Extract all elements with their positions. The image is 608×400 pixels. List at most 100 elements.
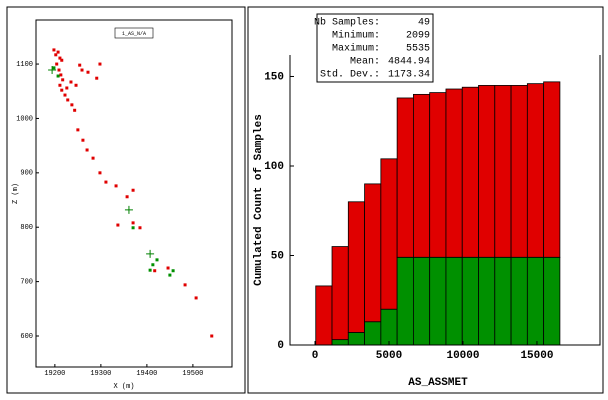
point [114, 184, 118, 188]
y-tick-label: 0 [277, 340, 284, 352]
y-axis-label: Cumulated Count of Samples [253, 114, 265, 286]
y-tick-label: 1100 [16, 61, 33, 69]
histogram-bar [315, 285, 333, 346]
point [98, 171, 102, 175]
point [78, 63, 82, 67]
histogram-bar [510, 85, 528, 258]
histogram-bar [445, 256, 463, 346]
point [81, 138, 85, 142]
histogram-bar [413, 256, 431, 346]
point [56, 74, 60, 78]
histogram-bar [347, 201, 365, 333]
histogram-bar [331, 246, 349, 341]
point [61, 78, 65, 82]
y-tick-label: 50 [271, 250, 284, 262]
stats-label: Std. Dev.: [320, 69, 380, 81]
y-tick-label: 600 [20, 333, 33, 341]
point [52, 66, 56, 70]
histogram-bar [347, 332, 365, 346]
point [73, 108, 77, 112]
stats-label: Maximum: [332, 43, 380, 55]
x-tick-label: 0 [312, 350, 319, 362]
stats-label: Minimum: [332, 30, 380, 42]
x-tick-label: 5000 [376, 350, 402, 362]
point [55, 62, 59, 66]
point [58, 56, 62, 60]
histogram-bar [543, 81, 561, 258]
point [148, 268, 152, 272]
histogram-bar [364, 321, 382, 346]
point [104, 180, 108, 184]
point [210, 334, 214, 338]
left-panel [6, 6, 246, 394]
histogram-bar [478, 256, 496, 346]
x-tick-label: 10000 [446, 350, 479, 362]
x-tick-label: 19400 [136, 370, 157, 378]
x-tick-label: 19200 [44, 370, 65, 378]
histogram-bar [543, 256, 561, 346]
y-axis-label: Z (m) [12, 183, 20, 204]
y-tick-label: 700 [20, 278, 33, 286]
stats-label: Mean: [350, 57, 380, 68]
x-tick-label: 15000 [520, 350, 553, 362]
histogram-bar [429, 92, 447, 258]
histogram-bar [526, 256, 545, 346]
stats-value: 2099 [406, 31, 430, 42]
point [138, 226, 142, 230]
histogram-bar [478, 85, 496, 258]
y-tick-label: 100 [264, 161, 284, 173]
histogram-bar [494, 85, 512, 258]
y-tick-label: 1000 [16, 115, 33, 123]
histogram-bar [461, 86, 479, 258]
x-axis-label: AS_ASSMET [408, 377, 468, 389]
y-tick-label: 150 [264, 71, 284, 83]
point [168, 273, 172, 277]
x-tick-label: 19500 [182, 370, 203, 378]
histogram-bar [461, 256, 479, 346]
point [80, 68, 84, 72]
point [125, 195, 129, 199]
y-tick-label: 900 [20, 170, 33, 178]
point [131, 226, 135, 230]
cross-marker [146, 249, 155, 258]
cross-marker [124, 205, 133, 214]
stats-value: 5535 [406, 44, 430, 55]
point [66, 98, 70, 102]
point [131, 188, 135, 192]
point [131, 221, 135, 225]
histogram-bar [510, 256, 528, 346]
point [58, 83, 62, 87]
point [116, 223, 120, 227]
legend-box [114, 27, 154, 39]
histogram-bar [494, 256, 512, 346]
stats-box [316, 13, 434, 83]
point [65, 86, 69, 90]
stats-value: 49 [418, 18, 430, 29]
right-panel [247, 6, 604, 394]
stats-label: Nb Samples: [314, 17, 380, 29]
point [60, 88, 64, 92]
histogram-bar [380, 308, 398, 346]
point [155, 258, 159, 262]
x-axis-label: X (m) [113, 383, 134, 391]
point [151, 263, 155, 267]
point [70, 103, 74, 107]
y-tick-label: 800 [20, 224, 33, 232]
x-tick-label: 19300 [90, 370, 111, 378]
stats-value: 1173.34 [388, 70, 430, 81]
point [86, 70, 90, 74]
legend-label: 1_AS_N/A [122, 31, 146, 37]
point [63, 93, 67, 97]
histogram-bar [429, 256, 447, 346]
histogram-bar [396, 97, 414, 258]
point [98, 62, 102, 66]
histogram-bar [526, 83, 545, 258]
cross-marker [48, 66, 57, 75]
point [171, 269, 175, 273]
point [57, 68, 61, 72]
histogram-bar [364, 183, 382, 323]
histogram-bar [445, 88, 463, 258]
histogram-bar [413, 93, 431, 258]
histogram-bar [396, 256, 414, 346]
